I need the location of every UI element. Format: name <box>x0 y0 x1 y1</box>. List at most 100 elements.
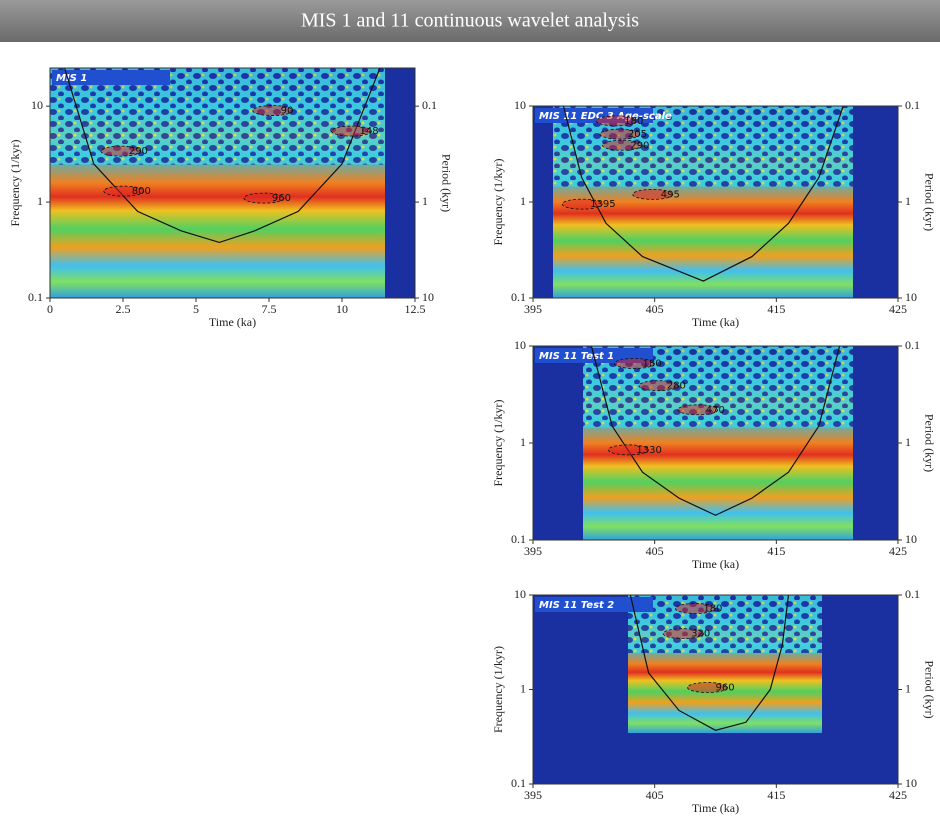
y-tick-label: 1 <box>520 681 526 695</box>
peak-contour <box>601 139 643 151</box>
y2-tick-label: 0.1 <box>422 98 437 112</box>
peak-contour <box>632 188 674 200</box>
y2-axis-label: Period (kyr) <box>922 414 936 472</box>
y-tick-label: 0.1 <box>511 532 526 546</box>
title-bar <box>0 0 940 42</box>
peak-contour <box>687 682 728 693</box>
x-axis-label: Time (ka) <box>692 557 739 571</box>
x-axis-label: Time (ka) <box>692 315 739 329</box>
peak-contour <box>677 404 719 416</box>
cone-of-influence <box>64 67 381 244</box>
y-axis-label: Frequency (1/kyr) <box>8 140 22 227</box>
y-axis-label: Frequency (1/kyr) <box>491 400 505 487</box>
annotation: 960 <box>716 682 735 693</box>
y-tick-label: 0.1 <box>28 290 43 304</box>
annotation: 180 <box>643 359 662 370</box>
y-axis-label: Frequency (1/kyr) <box>491 646 505 733</box>
peak-contour <box>614 358 655 369</box>
cone-of-influence <box>590 345 841 516</box>
y-tick-label: 10 <box>514 98 526 112</box>
y2-tick-label: 1 <box>905 194 911 208</box>
panel-label: MIS 11 Test 1 <box>539 351 614 362</box>
y2-tick-label: 0.1 <box>905 338 920 352</box>
annotation: 205 <box>628 129 647 140</box>
y2-tick-label: 10 <box>905 290 917 304</box>
heatmap-texture <box>628 595 822 653</box>
y2-tick-label: 1 <box>422 194 428 208</box>
x-tick-label: 7.5 <box>262 302 277 316</box>
x-tick-label: 425 <box>889 788 907 802</box>
peak-contour <box>638 380 680 392</box>
x-tick-label: 405 <box>646 788 664 802</box>
annotation: 320 <box>691 629 710 640</box>
x-tick-label: 395 <box>524 788 542 802</box>
x-axis-label: Time (ka) <box>209 315 256 329</box>
x-tick-label: 0 <box>47 302 53 316</box>
annotation: 1330 <box>636 445 661 456</box>
x-tick-label: 10 <box>336 302 348 316</box>
peak-contour <box>595 115 637 127</box>
peak-contour <box>561 198 603 210</box>
panel-label-box <box>535 597 653 612</box>
y2-tick-label: 10 <box>422 290 434 304</box>
peak-contour <box>331 125 372 137</box>
x-tick-label: 415 <box>767 302 785 316</box>
plot-frame <box>49 67 416 299</box>
peak-contour <box>674 603 716 614</box>
x-tick-label: 395 <box>524 544 542 558</box>
y2-tick-label: 0.1 <box>905 587 920 601</box>
x-tick-label: 425 <box>889 302 907 316</box>
y2-tick-label: 0.1 <box>905 98 920 112</box>
y-tick-label: 1 <box>520 435 526 449</box>
y-tick-label: 10 <box>514 587 526 601</box>
y2-axis-label: Period (kyr) <box>922 173 936 231</box>
figure-title: MIS 1 and 11 continuous wavelet analysis <box>301 10 639 32</box>
x-tick-label: 405 <box>646 302 664 316</box>
y-tick-label: 10 <box>514 338 526 352</box>
x-tick-label: 395 <box>524 302 542 316</box>
annotation: 148 <box>360 126 379 137</box>
y-tick-label: 0.1 <box>511 290 526 304</box>
cone-of-influence <box>629 594 790 731</box>
peak-contour <box>243 192 285 204</box>
x-tick-label: 2.5 <box>116 302 131 316</box>
annotation: 280 <box>667 381 686 392</box>
x-tick-label: 425 <box>889 544 907 558</box>
peak-contour <box>608 444 649 456</box>
annotation: 1395 <box>590 199 615 210</box>
peak-contour <box>599 128 641 140</box>
panel-label: MIS 11 EDC 3 Age-scale <box>539 111 672 122</box>
y-tick-label: 1 <box>520 194 526 208</box>
x-axis-label: Time (ka) <box>692 801 739 815</box>
x-tick-label: 405 <box>646 544 664 558</box>
y2-tick-label: 10 <box>905 776 917 790</box>
peak-contour <box>100 145 142 157</box>
y-tick-label: 0.1 <box>511 776 526 790</box>
annotation: 470 <box>706 405 725 416</box>
y2-axis-label: Period (kyr) <box>922 660 936 718</box>
annotation: 290 <box>630 140 649 151</box>
peak-contour <box>103 185 145 197</box>
y-axis-label: Frequency (1/kyr) <box>491 159 505 246</box>
x-tick-label: 415 <box>767 544 785 558</box>
panel-label: MIS 1 <box>56 73 87 84</box>
annotation: 960 <box>272 193 291 204</box>
annotation: 180 <box>624 116 643 127</box>
cone-of-influence <box>562 105 844 282</box>
annotation: 495 <box>661 189 680 200</box>
panel-label-box <box>52 70 170 85</box>
y2-axis-label: Period (kyr) <box>439 154 453 212</box>
y-tick-label: 1 <box>37 194 43 208</box>
y2-tick-label: 1 <box>905 435 911 449</box>
annotation: 180 <box>703 603 722 614</box>
x-tick-label: 12.5 <box>405 302 426 316</box>
annotation: 290 <box>129 146 148 157</box>
y2-tick-label: 10 <box>905 532 917 546</box>
x-tick-label: 5 <box>193 302 199 316</box>
x-tick-label: 415 <box>767 788 785 802</box>
panel-label: MIS 11 Test 2 <box>539 600 614 611</box>
annotation: 90 <box>281 106 294 117</box>
annotation: 800 <box>132 186 151 197</box>
y2-tick-label: 1 <box>905 681 911 695</box>
